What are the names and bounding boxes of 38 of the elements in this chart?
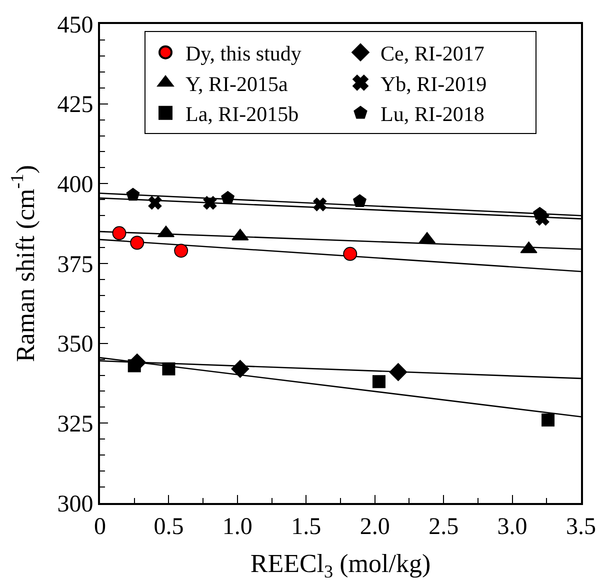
point bbox=[162, 362, 176, 376]
point bbox=[126, 188, 140, 201]
x-tick-label: 1.5 bbox=[291, 514, 322, 540]
point bbox=[372, 375, 386, 388]
x-tick-label: 2.5 bbox=[428, 514, 459, 540]
y-tick-label: 375 bbox=[57, 252, 94, 278]
y-tick-label: 450 bbox=[57, 12, 94, 38]
legend-label: La, RI-2015b bbox=[186, 102, 299, 126]
point bbox=[148, 196, 162, 210]
x-tick-label: 0.5 bbox=[154, 514, 184, 540]
legend-label: Y, RI-2015a bbox=[186, 72, 288, 96]
legend-label: Yb, RI-2019 bbox=[380, 72, 487, 96]
point bbox=[536, 212, 550, 226]
x-tick-label: 3.5 bbox=[566, 514, 596, 540]
legend-label: Dy, this study bbox=[186, 42, 302, 66]
point bbox=[313, 198, 327, 212]
point bbox=[112, 226, 126, 240]
point bbox=[542, 413, 555, 426]
y-tick-label: 400 bbox=[57, 172, 94, 198]
point bbox=[174, 244, 188, 258]
y-tick-label: 300 bbox=[57, 491, 94, 518]
y-tick-label: 425 bbox=[57, 92, 94, 118]
point bbox=[130, 236, 144, 250]
point bbox=[203, 196, 217, 210]
x-tick-label: 2.0 bbox=[360, 514, 390, 540]
y-tick-label: 325 bbox=[57, 412, 94, 438]
x-tick-label: 0 bbox=[94, 514, 106, 540]
x-axis-title: REECl$_{3}$ (mol/kg) bbox=[250, 549, 431, 582]
point bbox=[221, 191, 234, 204]
x-tick-label: 1.0 bbox=[222, 514, 252, 540]
y-tick-label: 350 bbox=[57, 332, 94, 358]
x-tick-label: 3.0 bbox=[497, 514, 528, 540]
point bbox=[231, 360, 250, 378]
point bbox=[353, 194, 366, 207]
legend-label: Lu, RI-2018 bbox=[380, 102, 484, 126]
point bbox=[343, 246, 358, 261]
legend-label: Ce, RI-2017 bbox=[380, 42, 484, 66]
point bbox=[389, 363, 408, 382]
